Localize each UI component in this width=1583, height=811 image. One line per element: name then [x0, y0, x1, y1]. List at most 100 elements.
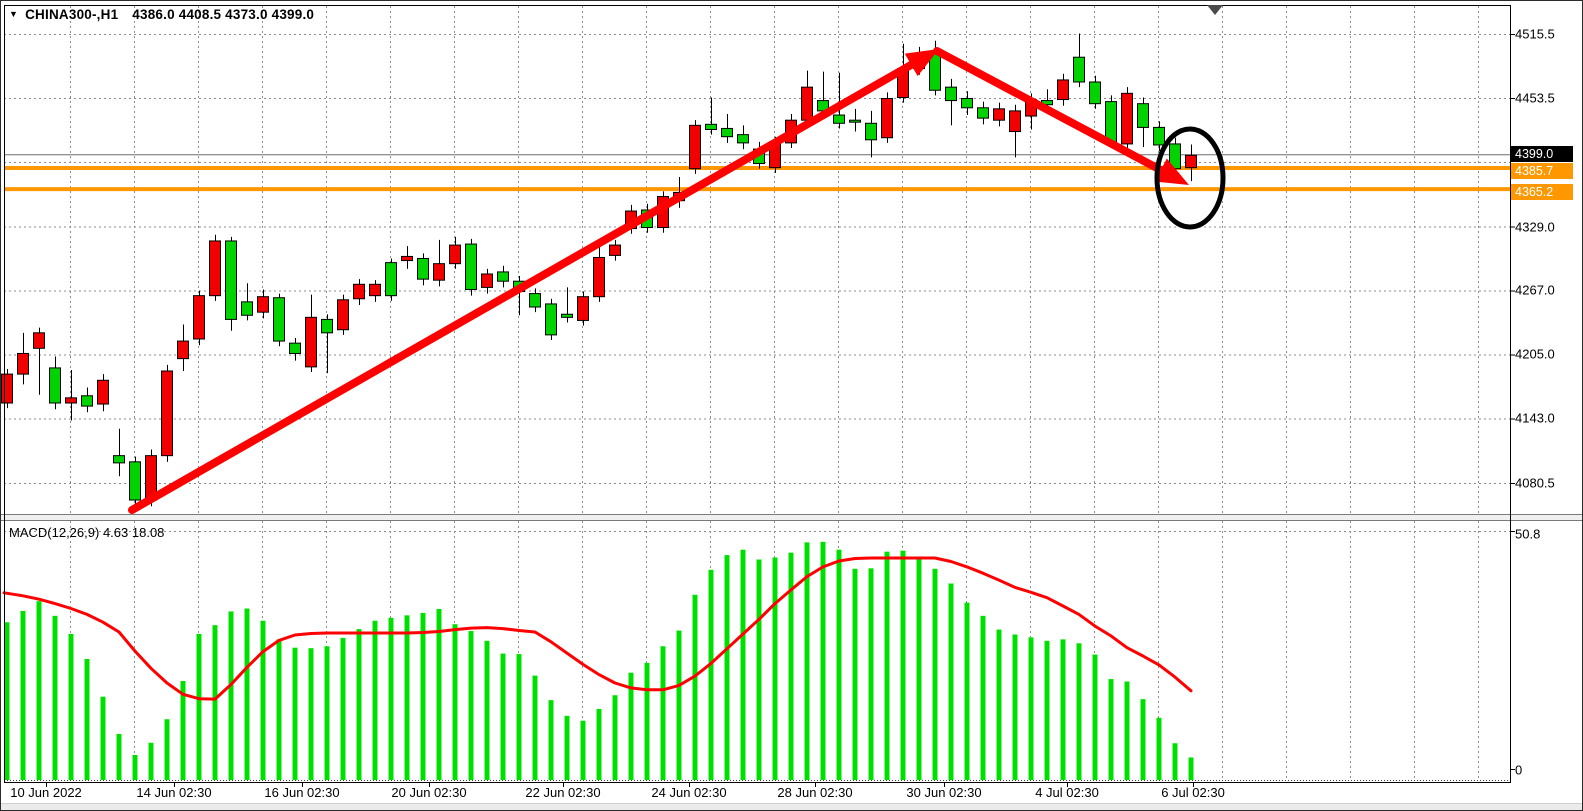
- macd-bar: [420, 612, 426, 780]
- candle-body: [1137, 103, 1149, 128]
- candle: [449, 236, 461, 269]
- candle: [49, 356, 61, 410]
- candle-body: [993, 108, 1005, 121]
- candle: [65, 369, 77, 421]
- candle-body: [1009, 110, 1021, 133]
- macd-bar: [1012, 634, 1018, 780]
- candle: [305, 294, 317, 373]
- up-trend-arrow[interactable]: [128, 49, 939, 514]
- candle-body: [289, 342, 301, 354]
- candle-body: [1057, 79, 1069, 101]
- macd-bar: [148, 742, 154, 780]
- candle: [369, 280, 381, 302]
- macd-bar: [964, 602, 970, 780]
- macd-bar: [932, 568, 938, 780]
- macd-bar: [948, 583, 954, 780]
- candle-body: [417, 258, 429, 280]
- macd-bar: [644, 662, 650, 780]
- candle: [593, 245, 605, 302]
- candle: [321, 314, 333, 374]
- candle-body: [225, 240, 237, 320]
- candle-body: [193, 295, 205, 340]
- candle-body: [849, 119, 861, 123]
- candle-body: [977, 107, 989, 119]
- candle: [1153, 121, 1165, 152]
- macd-bar: [724, 555, 730, 780]
- down-trend-arrow[interactable]: [933, 47, 1189, 185]
- macd-bar: [164, 719, 170, 780]
- macd-bar: [436, 608, 442, 780]
- candle: [481, 268, 493, 294]
- candle-body: [33, 332, 45, 349]
- axis-ticks: [46, 34, 1515, 787]
- candle: [993, 102, 1005, 127]
- candle-body: [113, 455, 125, 464]
- macd-bar: [132, 755, 138, 780]
- candle: [97, 374, 109, 412]
- candle: [1073, 33, 1085, 88]
- macd-bar: [740, 549, 746, 780]
- macd-bar: [1044, 640, 1050, 780]
- candle-body: [1073, 56, 1085, 83]
- candle-body: [305, 316, 317, 368]
- macd-bar: [1028, 637, 1034, 780]
- candle-body: [1105, 101, 1117, 143]
- candle: [1121, 87, 1133, 150]
- macd-bar: [20, 610, 26, 780]
- candle: [945, 78, 957, 126]
- candle-body: [961, 98, 973, 109]
- candle-body: [801, 86, 813, 121]
- macd-bar: [532, 675, 538, 780]
- candle: [289, 337, 301, 361]
- macd-bar: [452, 624, 458, 780]
- candle: [17, 332, 29, 385]
- macd-bar: [36, 601, 42, 780]
- candle: [737, 125, 749, 150]
- macd-bar: [68, 633, 74, 780]
- panel-separator[interactable]: [1, 514, 1583, 520]
- candle: [833, 72, 845, 129]
- candle: [705, 97, 717, 135]
- macd-bar: [308, 648, 314, 780]
- candle-body: [545, 303, 557, 336]
- candle: [33, 327, 45, 395]
- candle: [257, 289, 269, 319]
- macd-bar: [340, 637, 346, 780]
- candle-body: [353, 283, 365, 300]
- candle-body: [321, 318, 333, 334]
- candle: [433, 239, 445, 287]
- candle-body: [1153, 126, 1165, 146]
- candle: [225, 236, 237, 331]
- macd-bar: [516, 654, 522, 780]
- macd-bar: [580, 720, 586, 780]
- candle-body: [1185, 154, 1197, 169]
- macd-bar: [228, 611, 234, 780]
- candle-body: [881, 98, 893, 139]
- macd-bar: [836, 549, 842, 780]
- candle-body: [209, 240, 221, 297]
- macd-bar: [900, 550, 906, 780]
- candle-body: [449, 244, 461, 265]
- macd-bar: [388, 617, 394, 780]
- candle: [161, 364, 173, 462]
- candle: [545, 298, 557, 341]
- candle-body: [369, 283, 381, 297]
- macd-bar: [1156, 717, 1162, 780]
- highlight-ellipse[interactable]: [1154, 126, 1226, 230]
- candle-body: [17, 352, 29, 375]
- macd-bar: [356, 629, 362, 780]
- macd-bar: [292, 647, 298, 780]
- candle-body: [385, 262, 397, 297]
- macd-bar: [484, 640, 490, 780]
- up-trend-arrow-head: [904, 49, 939, 77]
- macd-histogram: [4, 541, 1194, 780]
- macd-bar: [1076, 643, 1082, 780]
- candle: [849, 108, 861, 132]
- candle: [721, 113, 733, 143]
- macd-bar: [756, 559, 762, 780]
- macd-bar: [212, 625, 218, 780]
- macd-bar: [52, 615, 58, 780]
- candle: [577, 291, 589, 326]
